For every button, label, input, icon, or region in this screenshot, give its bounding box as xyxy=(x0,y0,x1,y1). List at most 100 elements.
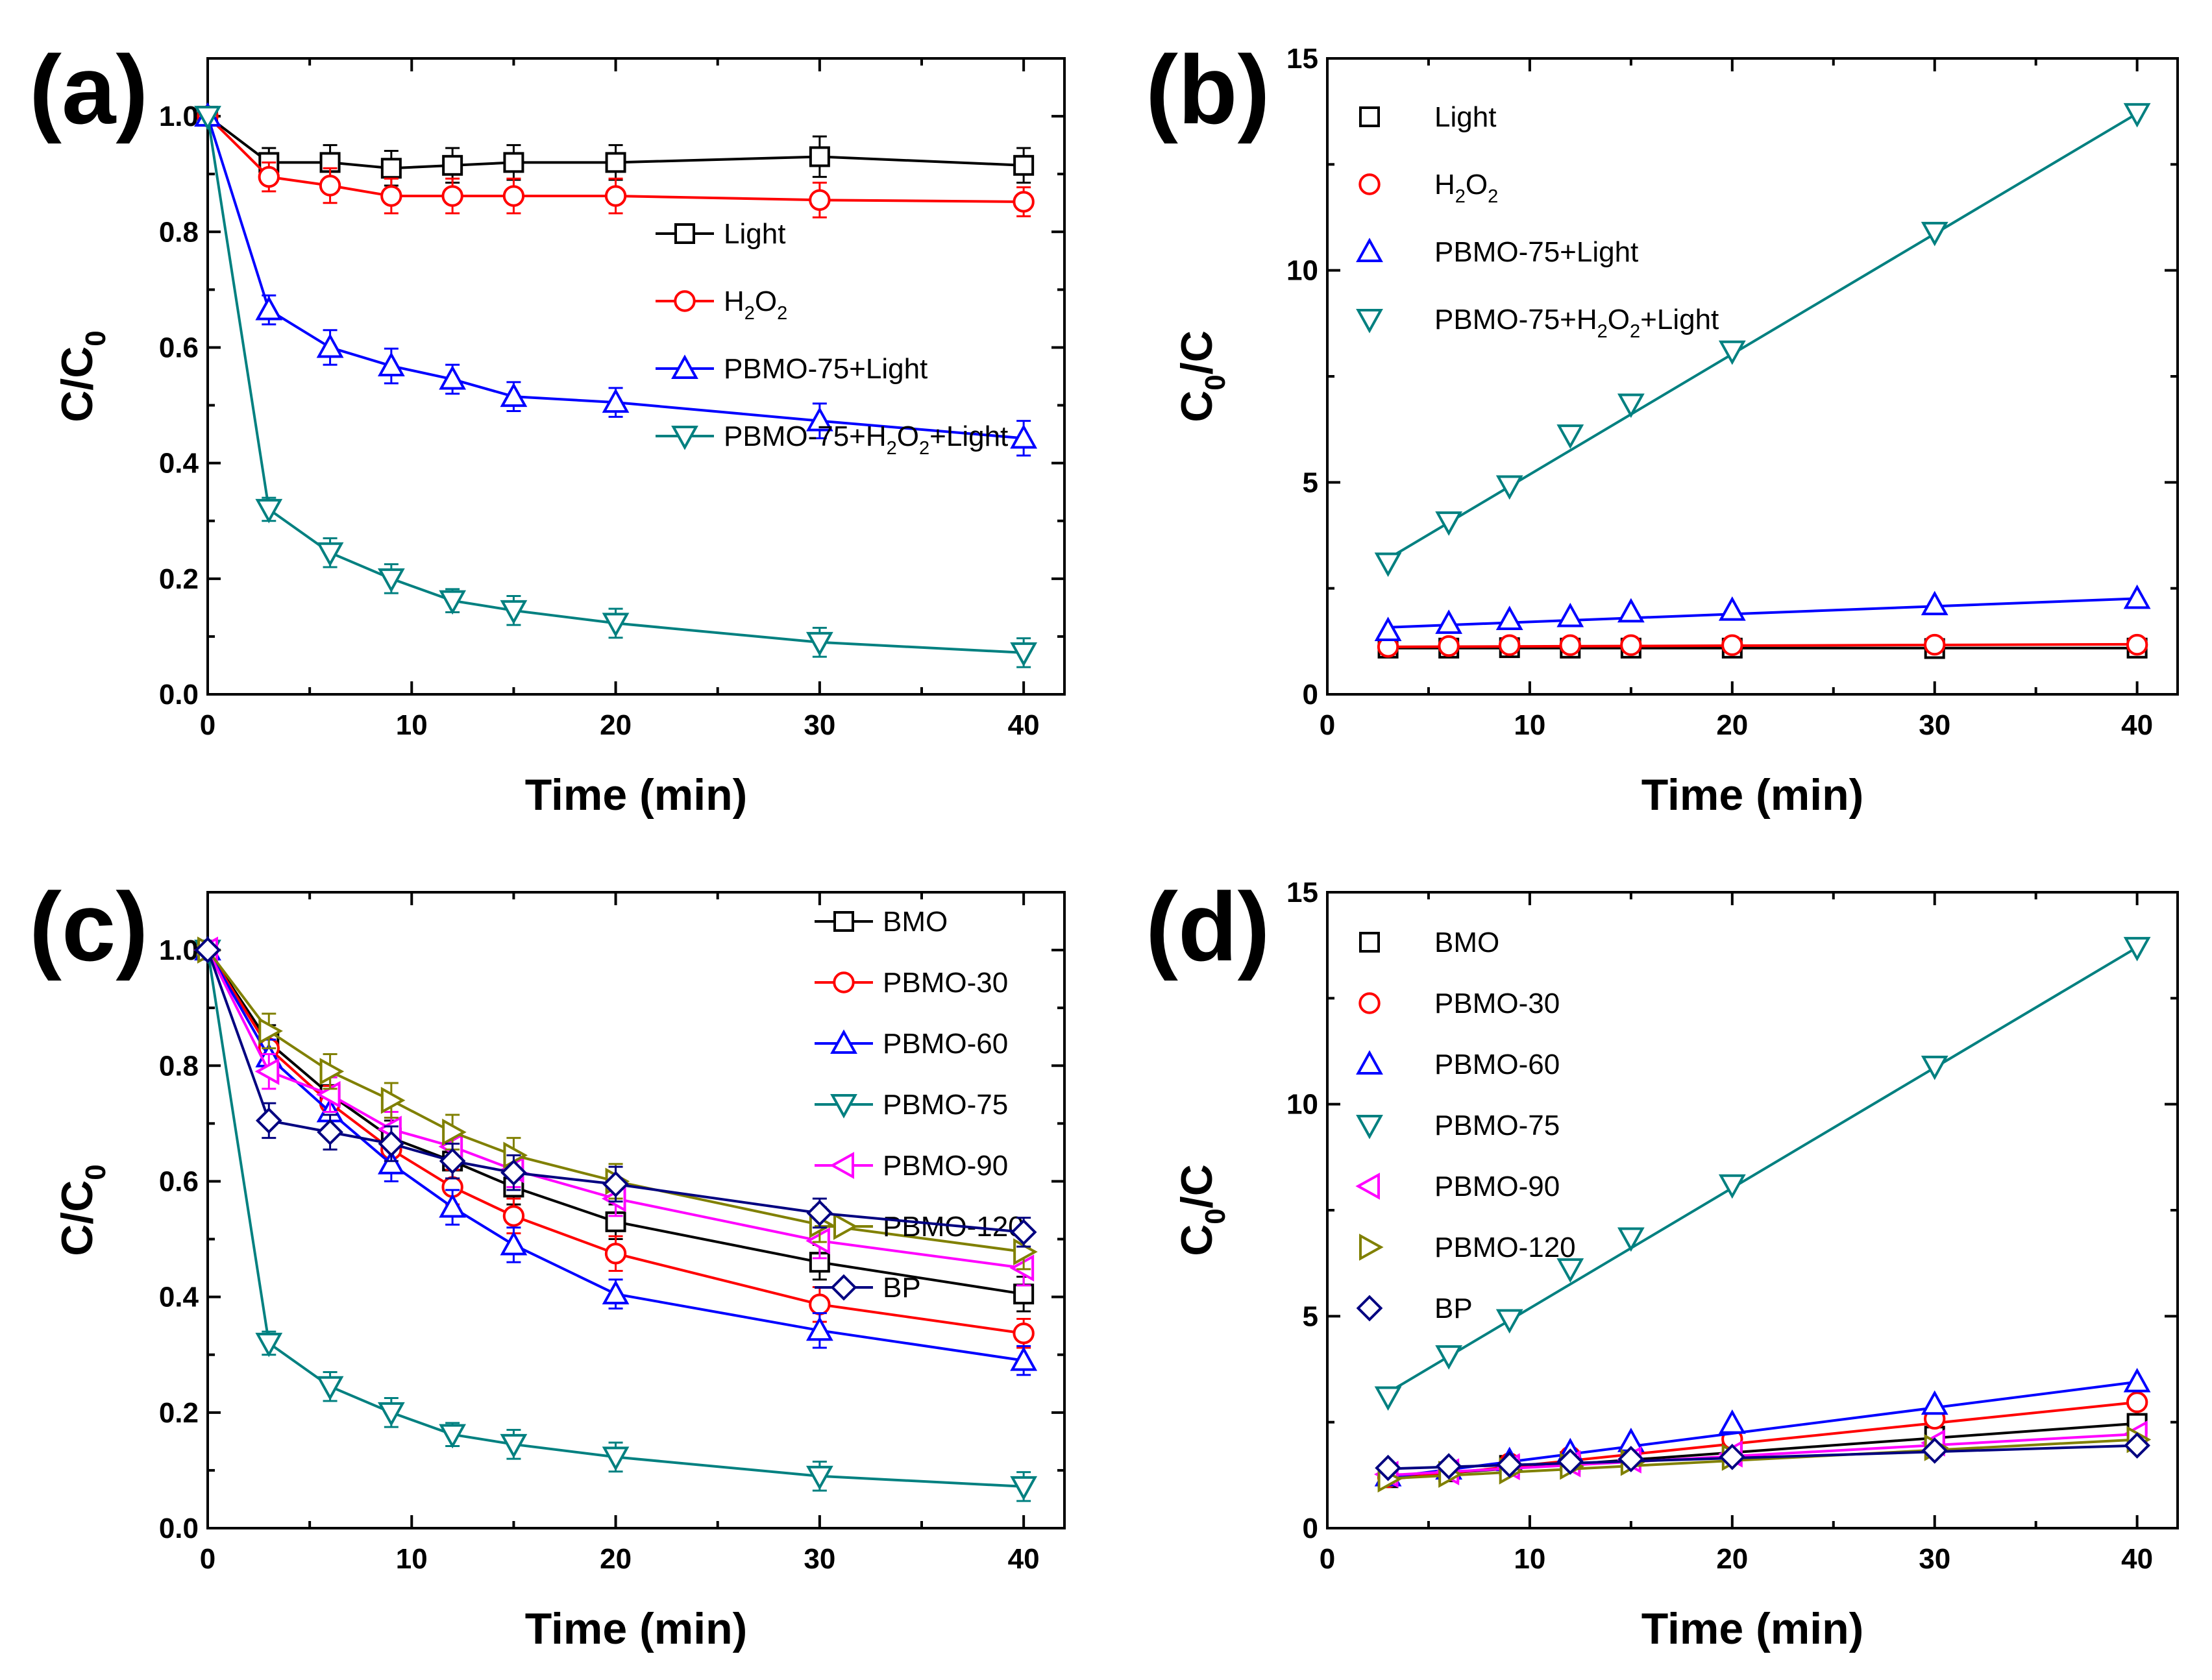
data-point xyxy=(1013,154,1035,176)
data-point xyxy=(500,600,528,625)
data-point xyxy=(1556,1258,1584,1283)
legend-marker xyxy=(1356,237,1383,262)
data-point xyxy=(319,1058,345,1086)
legend-entry: Light xyxy=(656,218,785,250)
legend-label: BMO xyxy=(1434,927,1499,958)
legend-marker xyxy=(830,1029,857,1054)
data-point xyxy=(380,185,402,207)
legend-entry: PBMO-60 xyxy=(1356,1049,1560,1080)
data-point xyxy=(503,152,524,173)
legend-entry: PBMO-90 xyxy=(1355,1171,1560,1202)
data-point xyxy=(602,1171,629,1198)
data-point xyxy=(1921,590,1948,616)
data-point xyxy=(602,613,630,638)
legend-label: PBMO-75+Light xyxy=(1434,236,1638,268)
data-point xyxy=(805,631,833,657)
legend-marker xyxy=(833,911,854,932)
y-tick-label: 1.0 xyxy=(159,101,199,132)
data-point xyxy=(1721,634,1743,656)
data-point xyxy=(605,152,626,173)
x-tick-label: 30 xyxy=(1919,709,1950,741)
x-tick-label: 10 xyxy=(396,1543,428,1575)
legend-entry: PBMO-75+Light xyxy=(1356,236,1638,268)
data-point xyxy=(194,106,221,130)
y-tick-label: 0 xyxy=(1303,679,1318,711)
legend-entry: PBMO-30 xyxy=(1358,988,1560,1019)
legend-label: PBMO-75+H2O2+Light xyxy=(1434,304,1719,342)
data-point xyxy=(1010,642,1038,667)
x-tick-label: 40 xyxy=(2121,1543,2153,1575)
y-tick-label: 1.0 xyxy=(159,934,199,966)
data-point xyxy=(1374,616,1402,641)
y-tick-label: 15 xyxy=(1286,43,1318,75)
data-point xyxy=(1438,635,1460,657)
x-tick-label: 0 xyxy=(1320,1543,1335,1575)
data-point xyxy=(1013,191,1035,213)
data-point xyxy=(1556,424,1584,449)
legend-label: PBMO-90 xyxy=(1434,1171,1560,1202)
data-point xyxy=(602,388,630,413)
data-point xyxy=(805,1316,833,1341)
data-point xyxy=(1559,634,1581,656)
data-point xyxy=(805,1465,833,1491)
data-point xyxy=(1013,1322,1035,1345)
data-point xyxy=(1010,1219,1037,1246)
data-point xyxy=(604,1243,627,1265)
x-tick-label: 40 xyxy=(2121,709,2153,741)
data-point xyxy=(2123,936,2151,962)
data-point xyxy=(809,189,831,211)
data-point xyxy=(2123,103,2151,128)
y-axis-title-group: C0/C xyxy=(1172,1164,1231,1256)
y-tick-label: 0.8 xyxy=(159,216,199,248)
data-point xyxy=(380,1086,406,1114)
panel-label: (a) xyxy=(29,35,148,144)
legend-entry: BMO xyxy=(1359,927,1499,958)
data-point xyxy=(500,1230,528,1256)
legend-label: H2O2 xyxy=(1434,169,1498,207)
data-point xyxy=(439,365,467,390)
y-tick-label: 0.6 xyxy=(159,1165,199,1197)
data-point xyxy=(1375,1454,1401,1481)
legend-marker xyxy=(830,1152,854,1179)
data-point xyxy=(2124,1432,2150,1459)
data-point xyxy=(377,1150,405,1175)
data-point xyxy=(1010,1346,1038,1371)
y-tick-label: 0.0 xyxy=(159,679,199,711)
legend-label: PBMO-75 xyxy=(1434,1110,1560,1141)
series-h2o2 xyxy=(1377,633,2148,658)
legend-marker xyxy=(1356,1295,1383,1322)
y-axis-title: C0/C xyxy=(1172,330,1231,422)
data-point xyxy=(805,406,833,432)
plot-frame xyxy=(1326,57,2179,696)
x-tick-label: 30 xyxy=(804,1543,835,1575)
data-point xyxy=(805,1227,830,1255)
y-tick-label: 10 xyxy=(1286,1089,1318,1121)
legend-label: PBMO-30 xyxy=(883,967,1008,999)
y-axis-title: C/C0 xyxy=(53,1164,112,1256)
data-point xyxy=(316,1376,344,1401)
legend-entry: Light xyxy=(1359,101,1496,133)
legend-label: Light xyxy=(724,218,785,250)
legend-entry: H2O2 xyxy=(1358,169,1498,207)
data-point xyxy=(2123,584,2151,609)
data-point xyxy=(1620,634,1642,656)
data-point xyxy=(441,185,463,207)
data-point xyxy=(1009,1254,1035,1282)
y-tick-label: 0.6 xyxy=(159,332,199,363)
data-point xyxy=(377,1402,405,1427)
chart-panel-b: 0 10 20 30 40 0 5 10 15 Time (min) C0/C (b) Light H2O… xyxy=(1146,35,2179,820)
data-point xyxy=(377,352,405,376)
data-point xyxy=(439,590,467,615)
legend-marker xyxy=(1356,309,1383,334)
x-tick-label: 20 xyxy=(1716,1543,1748,1575)
y-tick-label: 5 xyxy=(1303,1300,1318,1332)
legend-label: PBMO-30 xyxy=(1434,988,1560,1019)
legend-label: PBMO-90 xyxy=(883,1150,1008,1182)
x-tick-label: 30 xyxy=(804,709,835,741)
data-point xyxy=(255,498,283,524)
legend-marker xyxy=(1359,1234,1384,1261)
plot-frame xyxy=(206,891,1066,1529)
data-point xyxy=(1495,475,1523,500)
data-point xyxy=(1374,1386,1402,1411)
legend-label: BP xyxy=(1434,1293,1473,1324)
